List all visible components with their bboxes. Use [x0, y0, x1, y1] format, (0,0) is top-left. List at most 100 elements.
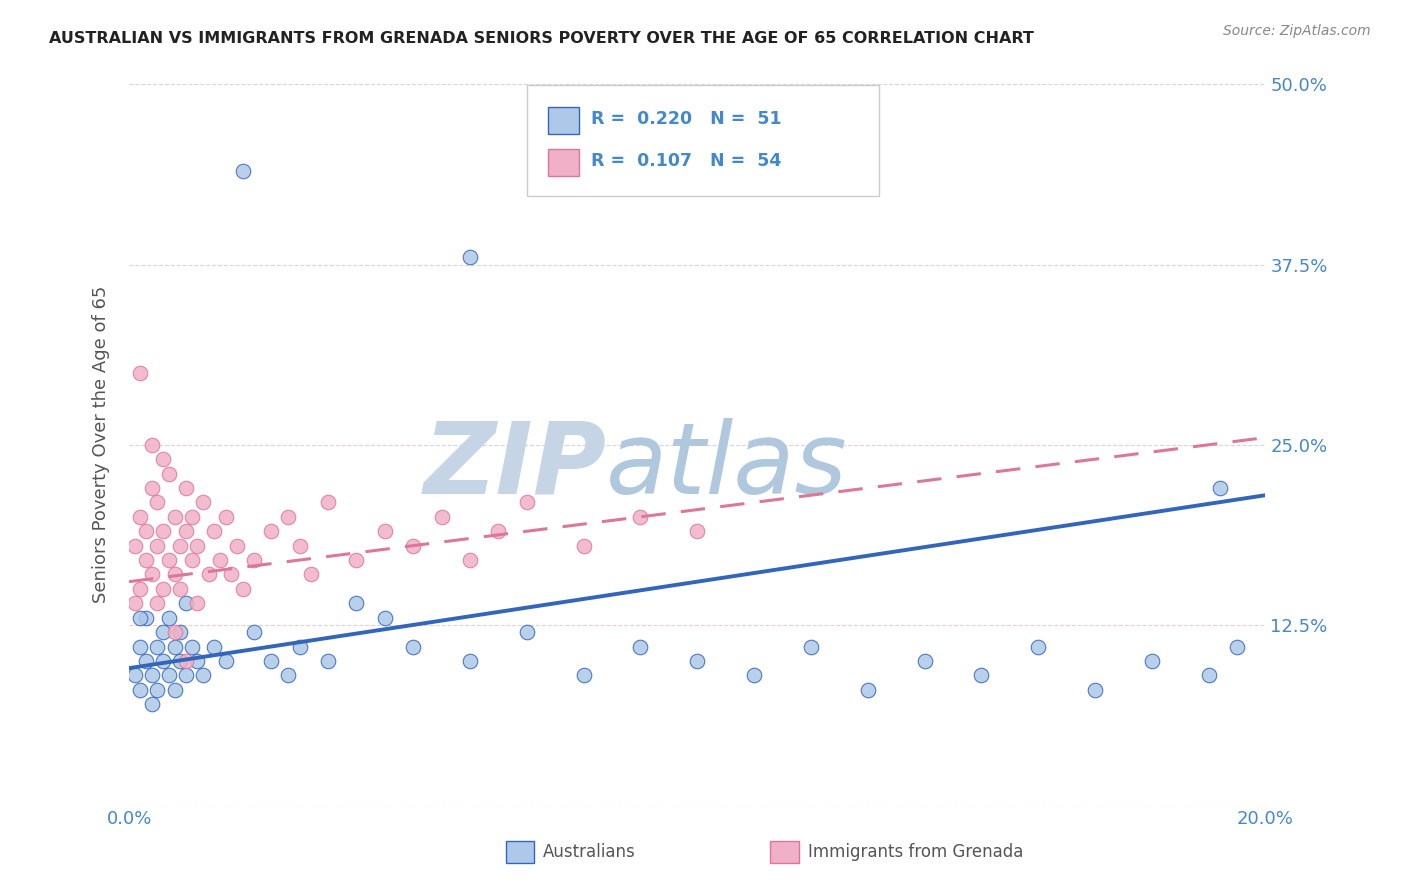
Point: [174, 596, 197, 610]
Point: [260, 524, 283, 539]
Point: [221, 567, 243, 582]
Point: [191, 668, 214, 682]
Point: [742, 668, 765, 682]
Point: [243, 553, 266, 567]
Point: [186, 654, 208, 668]
Point: [458, 654, 481, 668]
Text: ZIP: ZIP: [423, 417, 606, 515]
Point: [277, 509, 299, 524]
Point: [129, 366, 152, 380]
Text: AUSTRALIAN VS IMMIGRANTS FROM GRENADA SENIORS POVERTY OVER THE AGE OF 65 CORRELA: AUSTRALIAN VS IMMIGRANTS FROM GRENADA SE…: [49, 31, 1033, 46]
Point: [1026, 640, 1049, 654]
Point: [402, 539, 425, 553]
Point: [516, 625, 538, 640]
Point: [516, 495, 538, 509]
Point: [344, 553, 367, 567]
Point: [157, 553, 180, 567]
Point: [152, 654, 174, 668]
Point: [174, 668, 197, 682]
Point: [146, 539, 169, 553]
Y-axis label: Seniors Poverty Over the Age of 65: Seniors Poverty Over the Age of 65: [93, 286, 110, 604]
Point: [169, 625, 191, 640]
Point: [135, 611, 157, 625]
Point: [243, 625, 266, 640]
Point: [215, 654, 238, 668]
Text: R =  0.220   N =  51: R = 0.220 N = 51: [591, 110, 782, 128]
Point: [180, 509, 202, 524]
Point: [129, 509, 152, 524]
Point: [157, 467, 180, 481]
Point: [202, 524, 225, 539]
Point: [316, 495, 339, 509]
Point: [146, 596, 169, 610]
Point: [402, 640, 425, 654]
Point: [186, 539, 208, 553]
Point: [146, 682, 169, 697]
Point: [1209, 481, 1232, 495]
Point: [1140, 654, 1163, 668]
Point: [208, 553, 231, 567]
Point: [174, 481, 197, 495]
Point: [260, 654, 283, 668]
Point: [186, 596, 208, 610]
Point: [152, 625, 174, 640]
Point: [157, 611, 180, 625]
Point: [458, 553, 481, 567]
Point: [129, 611, 152, 625]
Point: [169, 539, 191, 553]
Point: [146, 495, 169, 509]
Point: [129, 682, 152, 697]
Point: [630, 640, 652, 654]
Point: [163, 682, 186, 697]
Point: [197, 567, 219, 582]
Point: [135, 654, 157, 668]
Point: [163, 625, 186, 640]
Point: [146, 640, 169, 654]
Point: [180, 640, 202, 654]
Point: [215, 509, 238, 524]
Point: [141, 438, 163, 452]
Point: [686, 654, 709, 668]
Point: [686, 524, 709, 539]
Point: [1198, 668, 1220, 682]
Point: [344, 596, 367, 610]
Point: [191, 495, 214, 509]
Point: [129, 640, 152, 654]
Point: [152, 524, 174, 539]
Point: [124, 539, 146, 553]
Point: [970, 668, 993, 682]
Point: [430, 509, 453, 524]
Point: [232, 164, 254, 178]
Point: [141, 668, 163, 682]
Point: [288, 539, 311, 553]
Point: [226, 539, 249, 553]
Text: Australians: Australians: [543, 843, 636, 861]
Point: [374, 524, 396, 539]
Point: [630, 509, 652, 524]
Text: Source: ZipAtlas.com: Source: ZipAtlas.com: [1223, 24, 1371, 38]
Point: [856, 682, 879, 697]
Point: [141, 481, 163, 495]
Point: [180, 553, 202, 567]
Point: [572, 668, 595, 682]
Text: atlas: atlas: [606, 417, 848, 515]
Point: [124, 668, 146, 682]
Point: [288, 640, 311, 654]
Point: [202, 640, 225, 654]
Point: [169, 582, 191, 596]
Point: [316, 654, 339, 668]
Point: [163, 509, 186, 524]
Point: [486, 524, 509, 539]
Point: [124, 596, 146, 610]
Point: [232, 582, 254, 596]
Point: [157, 668, 180, 682]
Point: [152, 452, 174, 467]
Point: [152, 582, 174, 596]
Point: [1084, 682, 1107, 697]
Point: [141, 567, 163, 582]
Point: [129, 582, 152, 596]
Point: [458, 251, 481, 265]
Point: [163, 640, 186, 654]
Point: [800, 640, 823, 654]
Point: [169, 654, 191, 668]
